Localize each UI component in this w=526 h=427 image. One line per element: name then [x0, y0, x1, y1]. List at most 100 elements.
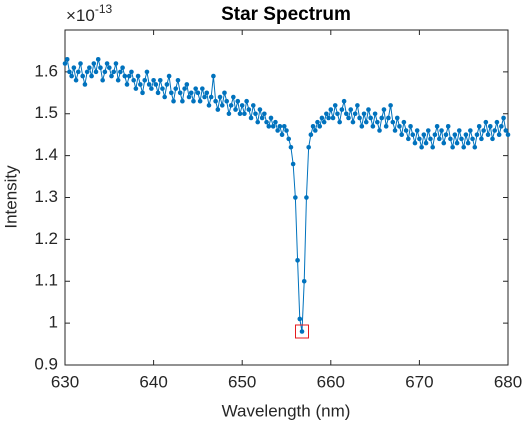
data-point	[399, 132, 404, 137]
data-point	[149, 86, 154, 91]
data-point	[164, 82, 170, 87]
data-point	[454, 140, 460, 146]
data-point	[177, 90, 183, 96]
data-point	[492, 128, 498, 133]
data-point	[246, 107, 252, 112]
data-point	[448, 136, 453, 142]
data-point	[341, 98, 347, 104]
data-point	[295, 258, 300, 263]
data-point	[211, 73, 216, 79]
data-point	[403, 128, 409, 133]
data-point	[233, 107, 238, 112]
data-point	[306, 144, 311, 150]
y-tick-label: 0.9	[34, 354, 58, 373]
data-point	[317, 124, 323, 129]
data-point	[386, 115, 391, 121]
data-point	[193, 86, 198, 91]
x-tick-label: 670	[405, 372, 433, 391]
data-point	[244, 98, 249, 104]
y-tick-label: 1.2	[34, 229, 58, 248]
data-point	[129, 69, 134, 75]
data-point	[286, 136, 292, 142]
data-point	[239, 103, 245, 108]
data-point	[401, 119, 407, 125]
data-point	[452, 132, 458, 137]
data-point	[397, 124, 402, 129]
data-point	[430, 144, 435, 150]
data-point	[157, 77, 163, 83]
data-point	[215, 107, 221, 112]
data-point	[195, 90, 201, 96]
data-point	[153, 82, 159, 87]
data-point	[206, 103, 212, 108]
data-point	[277, 124, 283, 129]
data-point	[200, 86, 205, 91]
data-point	[242, 111, 247, 117]
data-point	[463, 132, 469, 137]
data-point	[208, 94, 214, 100]
data-point	[366, 107, 371, 112]
data-point	[443, 132, 449, 137]
data-point	[456, 128, 462, 133]
data-point	[151, 77, 156, 83]
data-point	[368, 115, 373, 121]
data-point	[392, 128, 398, 133]
data-point	[224, 98, 229, 104]
data-point	[237, 111, 243, 117]
data-point	[412, 140, 418, 146]
data-point	[485, 132, 491, 137]
data-point	[262, 111, 267, 117]
data-point	[432, 132, 438, 137]
data-point	[363, 119, 369, 125]
data-point	[204, 90, 210, 96]
data-point	[275, 128, 280, 133]
data-point	[268, 115, 274, 121]
data-point	[414, 128, 420, 133]
data-point	[372, 111, 378, 117]
data-point	[253, 111, 258, 117]
data-point	[459, 136, 464, 142]
data-point	[259, 115, 265, 121]
data-point	[111, 69, 117, 75]
data-point	[350, 119, 356, 125]
data-point	[379, 115, 385, 121]
data-point	[113, 61, 119, 66]
data-point	[266, 124, 272, 129]
data-point	[102, 69, 108, 75]
data-point	[135, 73, 141, 79]
data-point	[122, 73, 128, 79]
data-point	[69, 73, 74, 79]
data-point	[468, 128, 473, 133]
data-point	[131, 77, 136, 83]
data-point	[483, 119, 489, 125]
y-tick-label: 1.4	[34, 145, 58, 164]
data-point	[315, 119, 320, 125]
data-point	[290, 161, 296, 167]
data-point	[257, 107, 263, 112]
data-point	[98, 65, 103, 70]
data-point	[490, 136, 495, 142]
data-point	[339, 107, 345, 112]
data-point	[383, 124, 389, 129]
y-tick-label: 1.6	[34, 61, 58, 80]
data-point	[288, 144, 294, 150]
data-point	[73, 77, 79, 83]
data-point	[359, 124, 365, 129]
data-point	[472, 144, 478, 150]
data-point	[499, 124, 504, 129]
data-point	[284, 128, 289, 133]
data-point	[381, 107, 387, 112]
data-point	[93, 69, 99, 75]
data-point	[250, 103, 256, 108]
y-tick-label: 1	[49, 313, 58, 332]
data-point	[138, 82, 143, 87]
data-point	[474, 132, 480, 137]
data-point	[326, 115, 331, 121]
data-point	[264, 119, 269, 125]
y-tick-label: 1.5	[34, 103, 58, 122]
data-point	[308, 132, 314, 137]
data-point	[337, 119, 342, 125]
data-point	[375, 119, 380, 125]
data-point	[450, 144, 455, 150]
data-point	[299, 329, 305, 334]
